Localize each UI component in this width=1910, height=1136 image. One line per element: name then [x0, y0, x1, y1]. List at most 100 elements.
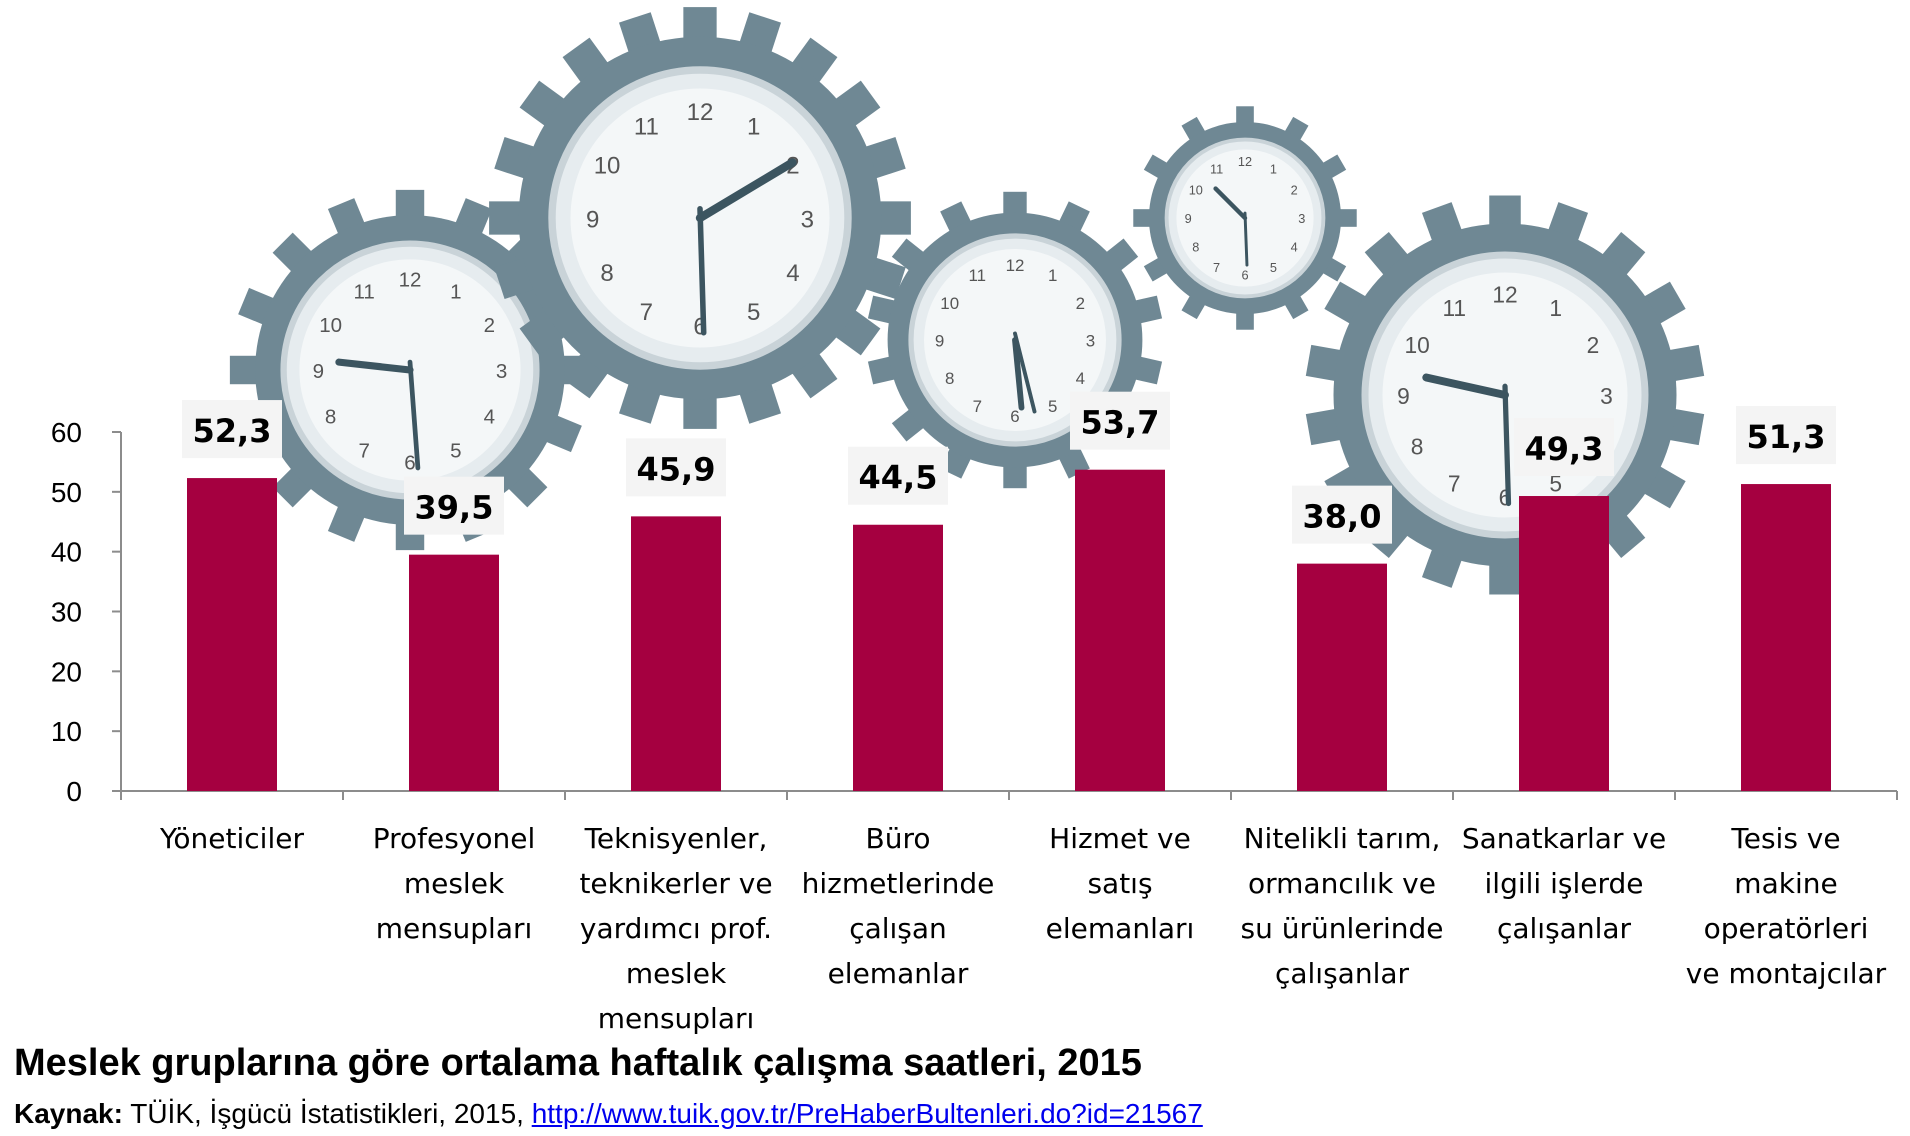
svg-text:53,7: 53,7	[1081, 404, 1160, 442]
category-label: Teknisyenler, teknikerler ve yardımcı prof…	[579, 822, 772, 1035]
svg-text:1: 1	[1270, 162, 1277, 177]
data-label: 44,5	[848, 446, 948, 505]
data-label: 52,3	[182, 400, 282, 459]
svg-text:2: 2	[1076, 294, 1085, 313]
svg-text:8: 8	[1411, 434, 1424, 460]
svg-text:3: 3	[1600, 383, 1613, 409]
svg-text:9: 9	[586, 206, 599, 233]
svg-text:7: 7	[358, 439, 369, 462]
svg-text:51,3: 51,3	[1747, 418, 1826, 456]
data-label: 53,7	[1070, 391, 1170, 450]
bar	[409, 554, 499, 791]
data-labels: 52,3 39,5 45,9 44,5 53,7 38,0 49,3 51,3	[182, 391, 1836, 544]
svg-text:11: 11	[634, 113, 659, 140]
svg-text:7: 7	[1213, 260, 1220, 275]
svg-text:5: 5	[1048, 397, 1057, 416]
svg-text:10: 10	[594, 153, 621, 180]
svg-text:10: 10	[940, 294, 959, 313]
chart-title: Meslek gruplarına göre ortalama haftalık…	[14, 1042, 1142, 1084]
svg-text:6: 6	[1010, 407, 1019, 426]
svg-text:49,3: 49,3	[1525, 430, 1604, 468]
y-tick-label: 60	[51, 417, 82, 448]
data-label: 51,3	[1736, 406, 1836, 465]
data-label: 39,5	[404, 476, 504, 535]
svg-text:11: 11	[354, 281, 375, 304]
svg-text:52,3: 52,3	[193, 412, 272, 450]
svg-text:3: 3	[496, 360, 507, 383]
svg-text:12: 12	[399, 268, 422, 291]
source-text: TÜİK, İşgücü İstatistikleri, 2015,	[122, 1098, 532, 1129]
svg-text:7: 7	[640, 299, 653, 326]
svg-text:3: 3	[1298, 211, 1305, 226]
y-tick-label: 0	[66, 776, 82, 807]
svg-text:39,5: 39,5	[415, 489, 494, 527]
bar	[1519, 496, 1609, 791]
svg-text:4: 4	[1291, 239, 1298, 254]
source-label: Kaynak:	[14, 1098, 123, 1129]
svg-text:6: 6	[404, 452, 415, 475]
svg-text:5: 5	[1549, 471, 1562, 497]
svg-text:10: 10	[319, 314, 342, 337]
svg-text:38,0: 38,0	[1303, 498, 1382, 536]
bar	[853, 524, 943, 791]
y-tick-label: 40	[51, 537, 82, 568]
data-label: 49,3	[1514, 418, 1614, 477]
svg-text:8: 8	[945, 369, 954, 388]
svg-text:2: 2	[1587, 332, 1600, 358]
svg-text:5: 5	[747, 299, 760, 326]
svg-text:12: 12	[1006, 256, 1025, 275]
category-labels: Yöneticiler Profesyonel meslek mensupları Te…	[159, 822, 1887, 1035]
svg-text:12: 12	[1238, 154, 1252, 169]
svg-text:5: 5	[1270, 260, 1277, 275]
category-label: Sanatkarlar ve ilgili işlerde çalışanlar	[1462, 822, 1666, 945]
svg-text:8: 8	[600, 260, 613, 287]
bar	[631, 516, 721, 791]
svg-text:1: 1	[1549, 295, 1562, 321]
y-tick-label: 30	[51, 597, 82, 628]
category-label: Büro hizmetlerinde çalışan elemanlar	[802, 822, 995, 990]
svg-text:7: 7	[973, 397, 982, 416]
svg-text:1: 1	[1048, 266, 1057, 285]
svg-text:4: 4	[484, 406, 495, 429]
svg-text:10: 10	[1404, 332, 1429, 358]
category-label: Hizmet ve satış elemanları	[1046, 822, 1195, 945]
source-link[interactable]: http://www.tuik.gov.tr/PreHaberBultenler…	[531, 1098, 1203, 1129]
svg-text:45,9: 45,9	[637, 450, 716, 488]
svg-text:9: 9	[1397, 383, 1410, 409]
data-label: 45,9	[626, 438, 726, 497]
bars	[187, 469, 1831, 791]
category-label: Tesis ve makine operatörleri ve montajcılar	[1686, 822, 1887, 990]
svg-text:9: 9	[935, 332, 944, 351]
svg-text:5: 5	[450, 439, 461, 462]
category-label: Nitelikli tarım, ormancılık ve su ürünleri…	[1240, 822, 1443, 990]
svg-text:3: 3	[801, 206, 814, 233]
bar	[187, 478, 277, 791]
bar	[1741, 484, 1831, 791]
category-label: Yöneticiler	[159, 822, 304, 855]
svg-text:6: 6	[1241, 268, 1248, 283]
svg-text:11: 11	[969, 266, 987, 285]
svg-text:11: 11	[1210, 162, 1223, 177]
svg-text:8: 8	[1192, 239, 1199, 254]
y-tick-label: 10	[51, 716, 82, 747]
svg-text:8: 8	[325, 406, 336, 429]
svg-text:10: 10	[1189, 182, 1203, 197]
svg-text:9: 9	[1185, 211, 1192, 226]
y-tick-label: 50	[51, 477, 82, 508]
category-label: Profesyonel meslek mensupları	[373, 822, 536, 945]
y-tick-label: 20	[51, 656, 82, 687]
bar	[1075, 469, 1165, 791]
svg-text:9: 9	[313, 360, 324, 383]
source-line: Kaynak: TÜİK, İşgücü İstatistikleri, 201…	[14, 1098, 1203, 1130]
svg-text:1: 1	[450, 281, 461, 304]
svg-text:12: 12	[1492, 281, 1517, 307]
svg-text:4: 4	[1076, 369, 1085, 388]
svg-text:11: 11	[1442, 295, 1466, 321]
svg-text:2: 2	[484, 314, 495, 337]
svg-text:12: 12	[687, 99, 714, 126]
svg-text:3: 3	[1086, 332, 1095, 351]
data-label: 38,0	[1292, 485, 1392, 544]
